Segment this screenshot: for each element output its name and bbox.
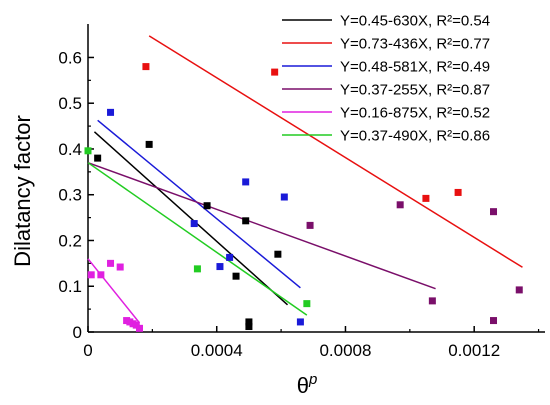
data-point: [193, 265, 201, 273]
data-point: [135, 324, 143, 332]
data-point: [274, 250, 282, 258]
data-point: [107, 259, 115, 267]
legend-label: Y=0.37-490X, R²=0.86: [340, 128, 490, 145]
data-point: [87, 271, 95, 279]
fit-line: [87, 162, 308, 316]
fit-line: [93, 131, 289, 306]
fit-line: [87, 161, 436, 290]
data-point: [245, 323, 253, 331]
y-tick-label: 0.5: [58, 94, 82, 113]
data-point: [422, 194, 430, 202]
y-tick-label: 0.4: [58, 140, 82, 159]
data-point: [306, 221, 314, 229]
x-axis-title: θp: [297, 371, 318, 398]
x-tick-label: 0.0012: [448, 341, 500, 360]
x-axis-title-main: θ: [297, 373, 309, 398]
fit-line: [148, 35, 523, 268]
data-point: [232, 272, 240, 280]
data-point: [203, 202, 211, 210]
data-point: [107, 108, 115, 116]
data-point: [84, 147, 92, 155]
data-point: [94, 154, 102, 162]
fit-line: [97, 119, 301, 289]
y-tick-label: 0: [73, 323, 82, 342]
data-point: [428, 297, 436, 305]
data-point: [245, 318, 253, 326]
data-point: [97, 271, 105, 279]
y-tick-label: 0.2: [58, 231, 82, 250]
y-tick-label: 0.1: [58, 277, 82, 296]
data-point: [454, 188, 462, 196]
data-point: [490, 317, 498, 325]
x-tick-label: 0: [83, 341, 92, 360]
data-point: [396, 201, 404, 209]
data-point: [226, 253, 234, 261]
data-point: [296, 318, 304, 326]
y-tick-label: 0.6: [58, 48, 82, 67]
data-point: [116, 263, 124, 271]
y-tick-label: 0.3: [58, 186, 82, 205]
data-point: [242, 178, 250, 186]
data-point: [216, 263, 224, 271]
x-tick-label: 0.0008: [319, 341, 371, 360]
x-tick-label: 0.0004: [191, 341, 243, 360]
data-point: [271, 68, 279, 76]
data-point: [490, 208, 498, 216]
legend-label: Y=0.48-581X, R²=0.49: [340, 59, 490, 76]
data-point: [303, 300, 311, 308]
legend-label: Y=0.16-875X, R²=0.52: [340, 105, 490, 122]
data-point: [242, 217, 250, 225]
x-axis-title-superscript: p: [308, 371, 317, 388]
data-point: [142, 63, 150, 71]
data-point: [280, 193, 288, 201]
legend-label: Y=0.37-255X, R²=0.87: [340, 82, 490, 99]
y-axis-title: Dilatancy factor: [10, 115, 35, 267]
legend-label: Y=0.73-436X, R²=0.77: [340, 36, 490, 53]
data-point: [145, 140, 153, 148]
legend-label: Y=0.45-630X, R²=0.54: [340, 13, 490, 30]
fit-line: [87, 258, 141, 324]
data-point: [515, 286, 523, 294]
data-point: [190, 220, 198, 228]
